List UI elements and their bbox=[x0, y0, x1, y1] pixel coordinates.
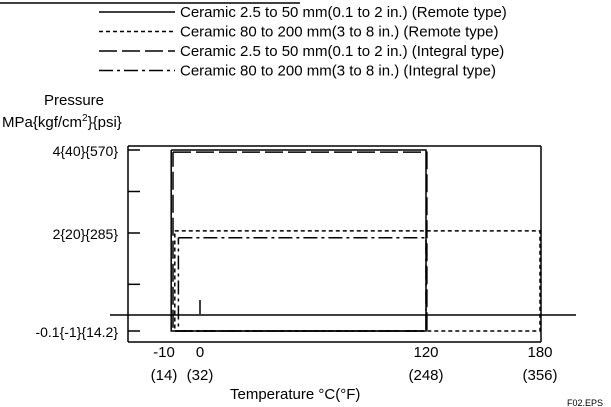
y-tick-label: 2{20}{285} bbox=[53, 226, 119, 242]
series-line-1 bbox=[170, 149, 427, 332]
series-group bbox=[170, 149, 541, 332]
y-tick-label: -0.1{-1}{14.2} bbox=[35, 324, 118, 340]
legend-label-4: Ceramic 80 to 200 mm(3 to 8 in.) (Integr… bbox=[180, 63, 496, 80]
y-axis-unit-tail: }{psi} bbox=[88, 114, 122, 131]
x-tick-label-c: 120 bbox=[413, 344, 438, 361]
legend-label-2: Ceramic 80 to 200 mm(3 to 8 in.) (Remote… bbox=[180, 24, 498, 41]
x-tick-label-f: (14) bbox=[151, 367, 178, 384]
y-axis-title-line2: MPa{kgf/cm2}{psi} bbox=[2, 113, 122, 131]
y-axis-unit-text: MPa{kgf/cm bbox=[2, 114, 82, 131]
legend: Ceramic 2.5 to 50 mm(0.1 to 2 in.) (Remo… bbox=[99, 4, 507, 80]
series-line-3 bbox=[172, 151, 428, 332]
legend-label-1: Ceramic 2.5 to 50 mm(0.1 to 2 in.) (Remo… bbox=[180, 4, 507, 21]
x-tick-label-c: -10 bbox=[153, 344, 175, 361]
legend-label-3: Ceramic 2.5 to 50 mm(0.1 to 2 in.) (Inte… bbox=[180, 43, 504, 60]
y-tick-label: 4{40}{570} bbox=[53, 143, 119, 159]
figure-id: F02.EPS bbox=[567, 398, 603, 407]
series-line-2 bbox=[174, 230, 541, 332]
tick-labels: -0.1{-1}{14.2} 2{20}{285} 4{40}{570} -10 (14… bbox=[35, 143, 557, 384]
x-tick-label-c: 180 bbox=[527, 344, 552, 361]
x-tick-label-f: (248) bbox=[408, 367, 443, 384]
x-tick-label-f: (356) bbox=[522, 367, 557, 384]
series-line-4 bbox=[177, 236, 427, 332]
x-tick-label-c: 0 bbox=[196, 344, 204, 361]
y-axis-title-line1: Pressure bbox=[44, 92, 104, 109]
x-tick-label-f: (32) bbox=[187, 367, 214, 384]
y-axis-unit-superscript: 2 bbox=[82, 113, 88, 124]
x-axis-title: Temperature °C(°F) bbox=[230, 386, 360, 403]
axes bbox=[110, 145, 576, 343]
